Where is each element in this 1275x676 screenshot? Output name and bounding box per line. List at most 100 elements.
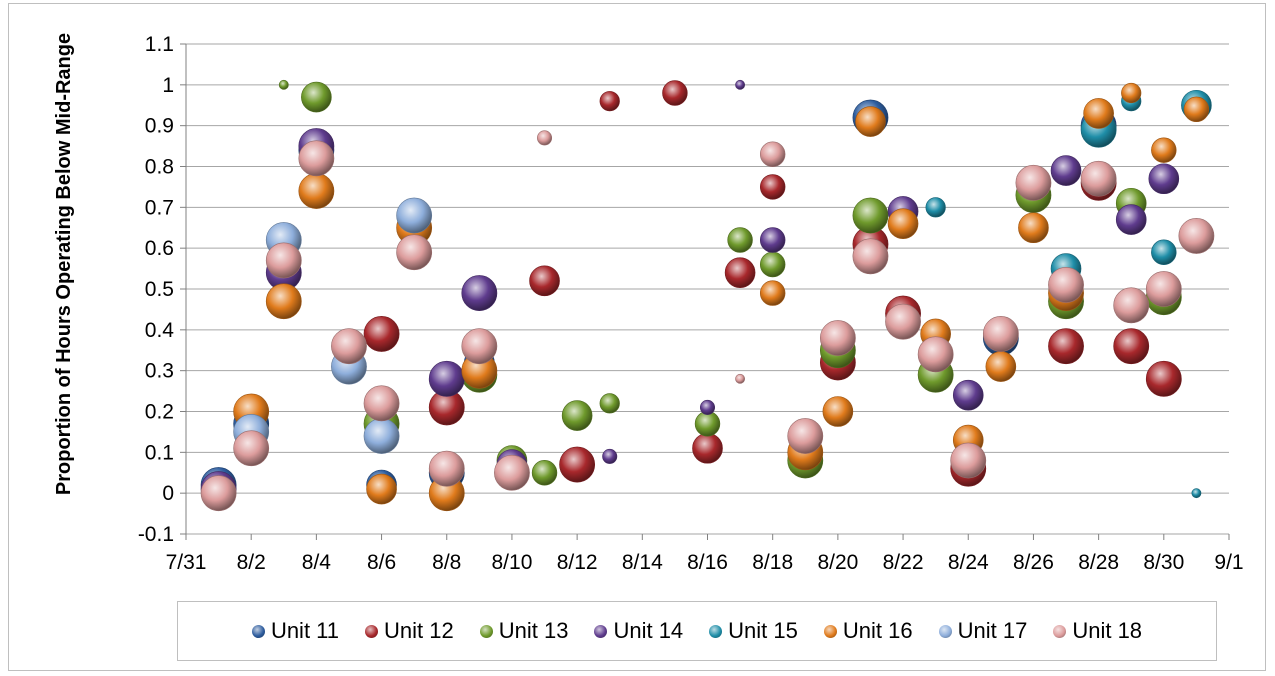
bubble-unit-18 [735, 373, 745, 384]
bubble-unit-15 [1191, 488, 1202, 499]
bubble-unit-18 [1178, 218, 1215, 254]
bubble-unit-14 [1050, 155, 1082, 186]
legend-label: Unit 14 [613, 618, 684, 643]
bubble-unit-12 [724, 257, 756, 288]
legend-swatch-unit-18 [1053, 624, 1067, 638]
x-tick-label: 8/2 [237, 551, 266, 574]
bubble-unit-18 [1080, 160, 1117, 197]
bubble-unit-18 [1145, 271, 1182, 307]
bubble-unit-16 [265, 283, 302, 320]
bubble-unit-18 [819, 320, 856, 356]
bubble-unit-14 [1115, 204, 1147, 235]
x-tick-label: 8/20 [817, 551, 858, 574]
x-tick-label: 9/1 [1214, 551, 1243, 574]
x-tick-label: 8/22 [883, 551, 924, 574]
y-tick-label: 1.1 [145, 33, 174, 56]
bubble-unit-18 [537, 130, 553, 146]
legend-item-unit-17: Unit 17 [938, 618, 1028, 644]
legend-item-unit-16: Unit 16 [823, 618, 913, 644]
bubble-unit-15 [1151, 239, 1177, 265]
legend-swatch-unit-13 [479, 624, 493, 638]
legend-item-unit-14: Unit 14 [594, 618, 683, 644]
bubble-unit-18 [950, 442, 987, 479]
y-tick-label: 0.4 [145, 319, 175, 342]
y-tick-label: 0.3 [145, 360, 174, 383]
bubble-unit-16 [855, 106, 886, 137]
bubble-unit-16 [985, 351, 1017, 382]
bubble-unit-18 [200, 475, 237, 512]
bubble-unit-17 [363, 418, 400, 454]
bubble-unit-18 [494, 454, 530, 491]
bubble-unit-13 [852, 197, 889, 234]
bubble-unit-18 [1113, 287, 1150, 324]
x-axis-ticks: 7/31 8/2 8/4 8/6 8/8 8/10 8/12 8/14 8/16 8/18 8/20… [166, 551, 1244, 574]
x-tick-label: 8/24 [948, 551, 989, 574]
x-tick-label: 8/16 [687, 551, 728, 574]
legend-label: Unit 16 [842, 618, 913, 643]
bubble-unit-18 [1015, 164, 1052, 201]
y-tick-label: 0.8 [145, 156, 174, 179]
bubble-unit-13 [531, 460, 558, 486]
bubble-unit-14 [952, 379, 984, 411]
y-axis-label-wrap: Proportion of Hours Operating Below Mid-… [19, 33, 109, 495]
bubble-unit-16 [822, 396, 854, 427]
bubble-unit-16 [759, 280, 786, 306]
bubble-unit-18 [363, 385, 400, 422]
bubble-unit-18 [885, 303, 921, 340]
bubble-unit-17 [396, 197, 433, 234]
bubble-unit-16 [1151, 137, 1177, 163]
x-tick-label: 8/18 [752, 551, 793, 574]
y-tick-label: 0.9 [145, 115, 174, 138]
y-tick-label: 0.5 [145, 278, 174, 301]
x-tick-label: 8/12 [557, 551, 598, 574]
bubble-unit-16 [1083, 98, 1114, 129]
bubble-unit-12 [692, 432, 723, 464]
legend-label: Unit 11 [270, 618, 340, 643]
x-tick-label: 8/4 [302, 551, 332, 574]
bubble-unit-18 [787, 418, 824, 454]
bubble-unit-12 [363, 316, 400, 352]
bubble-unit-18 [461, 328, 498, 365]
bubble-unit-16 [298, 173, 335, 209]
bubble-unit-16 [1121, 82, 1142, 104]
bubble-unit-13 [599, 393, 620, 414]
bubble-unit-14 [735, 79, 745, 90]
bubble-chart: -0.1 0 0.1 0.2 0.3 0.4 0.5 0.6 0.7 0.8 0.9 1 1.1 7/3… [138, 33, 1244, 574]
legend-swatch-unit-12 [365, 624, 379, 638]
bubble-unit-13 [561, 400, 593, 431]
bubble-unit-14 [1148, 163, 1180, 195]
y-axis-label: Proportion of Hours Operating Below Mid-… [53, 32, 75, 496]
bubble-unit-12 [599, 91, 620, 112]
legend-swatch-unit-15 [709, 624, 723, 638]
bubble-unit-18 [917, 336, 954, 373]
bubble-unit-12 [759, 174, 786, 200]
bubble-unit-16 [887, 208, 919, 239]
bubble-unit-18 [982, 316, 1019, 352]
bubble-unit-12 [529, 265, 560, 297]
legend-swatch-unit-14 [594, 624, 608, 638]
x-tick-label: 8/10 [492, 551, 533, 574]
bubble-unit-18 [298, 140, 335, 177]
x-tick-label: 8/30 [1143, 551, 1184, 574]
bubble-unit-14 [759, 227, 786, 253]
bubble-unit-13 [727, 227, 753, 253]
chart-frame: -0.1 0 0.1 0.2 0.3 0.4 0.5 0.6 0.7 0.8 0.9 1 1.1 7/3… [8, 3, 1266, 671]
bubble-unit-16 [1183, 96, 1210, 123]
legend: Unit 11 Unit 12 Unit 13 Unit 14 Unit 15 Unit … [177, 601, 1217, 661]
legend-item-unit-15: Unit 15 [709, 618, 798, 644]
bubble-unit-18 [1048, 267, 1084, 303]
legend-swatch-unit-17 [938, 624, 952, 638]
legend-item-unit-12: Unit 12 [365, 618, 454, 644]
bubble-unit-12 [1048, 328, 1084, 365]
bubble-unit-15 [925, 197, 946, 218]
bubble-unit-18 [331, 328, 367, 365]
x-tick-label: 8/14 [622, 551, 663, 574]
x-tick-label: 8/26 [1013, 551, 1054, 574]
y-tick-label: 1 [162, 74, 174, 97]
y-tick-label: 0 [162, 482, 174, 505]
bubble-unit-14 [461, 275, 498, 311]
bubble-unit-12 [1145, 360, 1182, 397]
bubble-unit-18 [396, 234, 433, 271]
legend-swatch-unit-11 [251, 624, 265, 638]
legend-label: Unit 17 [957, 618, 1028, 643]
